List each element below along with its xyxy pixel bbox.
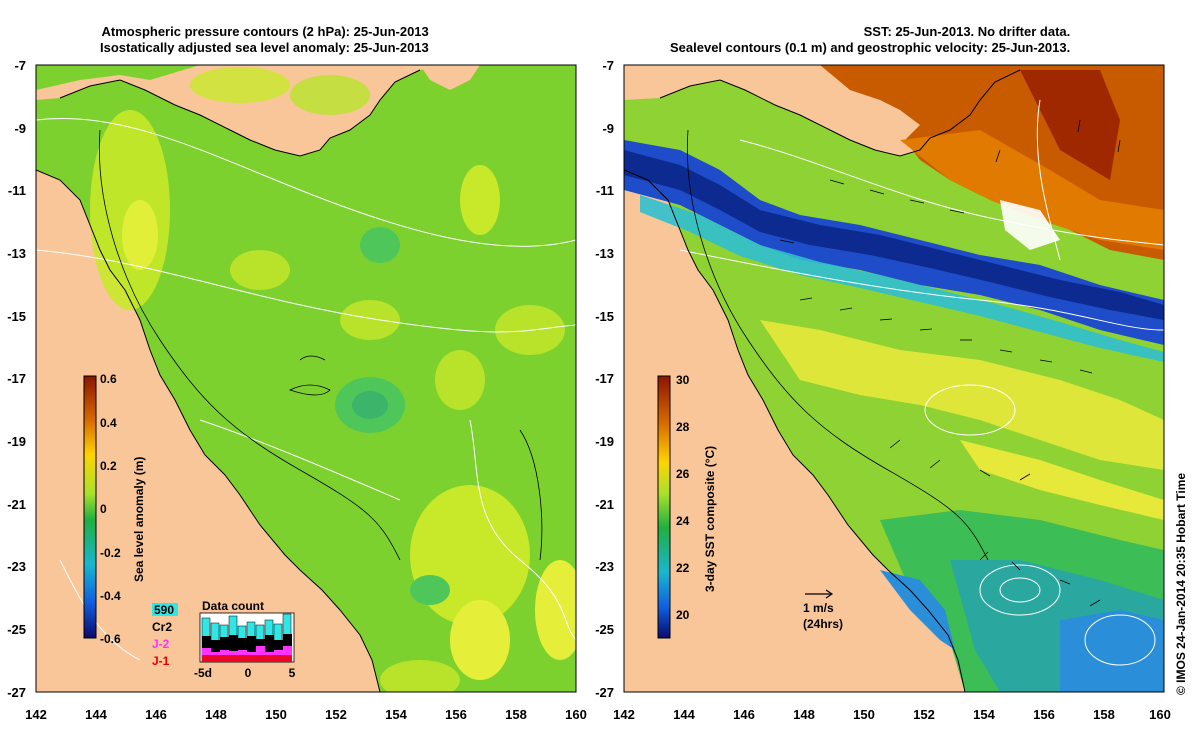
right-title-line-1: SST: 25-Jun-2013. No drifter data. [863,24,1071,39]
y-tick: -21 [595,497,614,512]
y-tick: -13 [595,246,614,261]
x-tick: 152 [913,707,935,722]
scale-label: 1 m/s [803,601,834,615]
x-tick: 156 [445,707,467,722]
colorbar-tick: 0.6 [100,372,117,386]
inset-labels: Data count 590 Cr2 J-2 J-1 -5d 0 5 [152,599,296,680]
data-count-inset [199,612,295,663]
x-tick: 150 [853,707,875,722]
inset-x-tick: -5d [194,666,212,680]
x-tick: 146 [145,707,167,722]
sst-colorbar-ticks: 30 28 26 24 22 20 [676,373,690,622]
colorbar-tick: 28 [676,420,690,434]
colorbar-tick: 0 [100,502,107,516]
x-tick: 154 [385,707,407,722]
colorbar-tick: 22 [676,561,690,575]
left-map-frame [35,64,577,693]
left-title-line-2: Isostatically adjusted sea level anomaly… [100,40,429,55]
x-tick: 160 [565,707,587,722]
y-tick: -9 [14,121,26,136]
colorbar-tick: -0.2 [100,546,121,560]
x-tick: 142 [613,707,635,722]
left-y-axis: -7 -9 -11 -13 -15 -17 -19 -21 -23 -25 -2… [7,58,26,700]
x-tick: 146 [733,707,755,722]
colorbar-tick: 0.4 [100,416,117,430]
right-y-axis: -7 -9 -11 -13 -15 -17 -19 -21 -23 -25 -2… [595,58,614,700]
sla-colorbar [83,375,97,639]
y-tick: -15 [595,309,614,324]
scale-arrow [805,589,834,599]
x-tick: 144 [673,707,695,722]
inset-x-tick: 0 [245,666,252,680]
left-title: Atmospheric pressure contours (2 hPa): 2… [100,24,429,56]
sla-colorbar-label: Sea level anomaly (m) [132,457,146,582]
scale-label-hours: (24hrs) [803,617,843,631]
left-title-line-1: Atmospheric pressure contours (2 hPa): 2… [101,24,429,39]
colorbar-tick: 24 [676,514,690,528]
y-tick: -17 [7,371,26,386]
right-title-line-2: Sealevel contours (0.1 m) and geostrophi… [670,40,1071,55]
y-tick: -7 [602,58,614,73]
x-tick: 152 [325,707,347,722]
velocity-scale: 1 m/s (24hrs) [803,601,843,631]
colorbar-tick: -0.4 [100,589,121,603]
left-x-axis: 142 144 146 148 150 152 154 156 158 160 [25,707,587,722]
x-tick: 160 [1149,707,1171,722]
y-tick: -27 [7,685,26,700]
sla-colorbar-ticks: 0.6 0.4 0.2 0 -0.2 -0.4 -0.6 [100,372,121,646]
y-tick: -19 [595,434,614,449]
colorbar-tick: 0.2 [100,459,117,473]
x-tick: 142 [25,707,47,722]
inset-title: Data count [202,599,264,613]
x-tick: 158 [505,707,527,722]
y-tick: -25 [595,622,614,637]
y-tick: -19 [7,434,26,449]
x-tick: 148 [793,707,815,722]
sst-map [624,65,1164,692]
y-tick: -9 [602,121,614,136]
imos-credit: © IMOS 24-Jan-2014 20:35 Hobart Time [1174,473,1188,695]
colorbar-tick: 30 [676,373,690,387]
colorbar-tick: -0.6 [100,632,121,646]
y-tick: -27 [595,685,614,700]
y-tick: -7 [14,58,26,73]
y-tick: -17 [595,371,614,386]
inset-x-tick: 5 [289,666,296,680]
legend-j1: J-1 [152,654,170,668]
x-tick: 158 [1093,707,1115,722]
y-tick: -15 [7,309,26,324]
colorbar-tick: 26 [676,467,690,481]
right-x-axis: 142 144 146 148 150 152 154 156 158 160 [613,707,1171,722]
sst-colorbar-label: 3-day SST composite (°C) [703,446,717,592]
y-tick: -11 [596,183,614,198]
x-tick: 156 [1033,707,1055,722]
x-tick: 154 [973,707,995,722]
sla-map [36,65,576,692]
y-tick: -21 [7,497,26,512]
legend-cr2: Cr2 [152,620,172,634]
x-tick: 148 [205,707,227,722]
y-tick: -23 [595,559,614,574]
y-tick: -23 [7,559,26,574]
y-tick: -25 [7,622,26,637]
sst-colorbar [657,375,671,639]
y-tick: -13 [7,246,26,261]
right-title: SST: 25-Jun-2013. No drifter data. Seale… [670,24,1070,56]
y-tick: -11 [8,183,26,198]
x-tick: 144 [85,707,107,722]
legend-590: 590 [154,603,174,617]
colorbar-tick: 20 [676,608,690,622]
legend-j2: J-2 [152,637,170,651]
x-tick: 150 [265,707,287,722]
right-map-frame [623,64,1165,693]
